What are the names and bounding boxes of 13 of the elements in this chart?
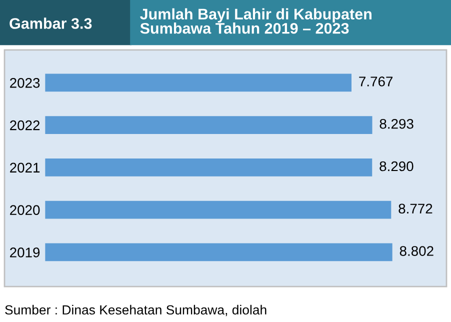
y-tick-label: 2019 (10, 248, 40, 258)
y-tick-label: 2020 (10, 205, 40, 215)
text: Gambar 3.3 (10, 18, 92, 29)
data-label: 7.767 (359, 76, 393, 86)
y-tick-label: 2023 (10, 78, 40, 88)
y-tick-label: 2021 (10, 162, 40, 173)
data-label: 8.802 (400, 246, 434, 256)
text: Sumber : Dinas Kesehatan Sumbawa, diolah (5, 304, 266, 316)
data-label: 8.772 (398, 204, 432, 214)
data-label: 8.293 (380, 118, 414, 129)
data-label: 8.290 (380, 161, 414, 172)
chart-title: Jumlah Bayi Lahir di Kabupaten Sumbawa Tahun 2019 – 2023 (140, 8, 372, 34)
y-tick-label: 2022 (10, 120, 40, 130)
